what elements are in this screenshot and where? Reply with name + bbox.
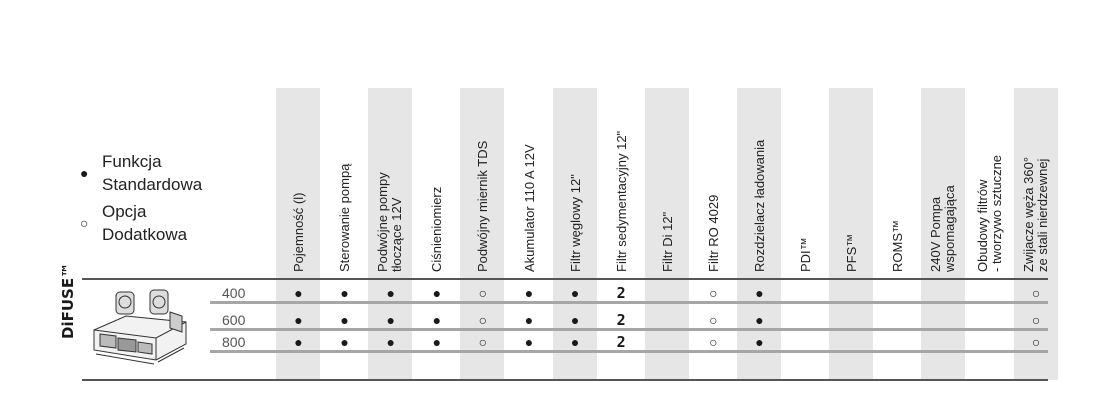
hollow-circle-icon: ○ [709,334,718,350]
column-header: Akumulator 110 A 12V [507,92,552,272]
filled-dot-icon: ● [340,312,349,328]
column-header: 240V Pompa wspomagająca [921,92,966,272]
hollow-circle-icon: ○ [478,334,488,350]
legend-optional-label: Opcja Dodatkowa [102,202,188,244]
column-header: Rozdzielacz ładowania [737,92,782,272]
filled-dot-icon: ● [755,285,764,301]
brand-label: DiFUSE™ [59,262,77,339]
column-band [921,88,966,380]
hollow-circle-icon: ○ [478,285,488,301]
column-header: Obudowy filtrów - tworzywo sztuczne [968,92,1013,272]
row-divider [210,328,1048,331]
column-band [829,88,874,380]
filled-dot-icon: ● [80,165,89,181]
column-header: Filtr sedymentacyjny 12" [599,92,644,272]
column-header-label: Zwijacze węża 360° ze stali nierdzewnej [1020,156,1050,272]
column-band [276,88,320,380]
column-header: Filtr Di 12" [645,92,690,272]
column-header: Pojemność (l) [276,92,321,272]
legend-standard-label: Funkcja Standardowa [102,152,203,194]
legend-standard: ● Funkcja Standardowa [80,150,202,196]
column-header: PFS™ [829,92,874,272]
column-header: Ciśnieniomierz [414,92,459,272]
model-label: 600 [222,312,246,328]
column-header-label: Pojemność (l) [291,192,306,272]
column-header-label: Rozdzielacz ładowania [752,139,767,272]
column-header: ROMS™ [875,92,920,272]
row-divider [210,301,1048,304]
legend-optional: ○ Opcja Dodatkowa [80,200,202,246]
filled-dot-icon: ● [386,312,395,328]
filled-dot-icon: ● [524,312,534,328]
column-header-label: ROMS™ [890,220,906,272]
column-header-label: Sterowanie pompą [337,163,353,272]
table-cell: 2 [616,333,626,351]
filled-dot-icon: ● [755,312,764,328]
filled-dot-icon: ● [386,334,395,350]
table-cell: 2 [616,284,626,302]
model-label: 400 [222,285,246,301]
machine-illustration [93,289,187,365]
table-cell: 2 [616,311,626,329]
column-header-label: Ciśnieniomierz [429,186,445,272]
model-label: 800 [222,334,246,350]
hollow-circle-icon: ○ [709,285,718,301]
filled-dot-icon: ● [432,285,442,301]
table-top-rule [82,278,1048,280]
hollow-circle-icon: ○ [478,312,488,328]
column-header-label: Filtr Di 12" [659,211,675,272]
column-header-label: Podwójny miernik TDS [475,140,491,272]
filled-dot-icon: ● [340,334,349,350]
filled-dot-icon: ● [524,334,534,350]
column-header-label: 240V Pompa wspomagająca [928,185,958,272]
filled-dot-icon: ● [386,285,395,301]
row-divider [210,350,1048,353]
filled-dot-icon: ● [340,285,349,301]
hollow-circle-icon: ○ [1031,312,1041,328]
column-header: Podwójny miernik TDS [460,92,505,272]
column-header-label: Filtr RO 4029 [705,194,721,272]
column-header: Filtr węglowy 12" [553,92,598,272]
filled-dot-icon: ● [755,334,764,350]
filled-dot-icon: ● [570,285,580,301]
filled-dot-icon: ● [294,312,303,328]
filled-dot-icon: ● [294,334,303,350]
column-header: Sterowanie pompą [322,92,367,272]
hollow-circle-icon: ○ [1031,334,1041,350]
column-band [552,88,597,380]
hollow-circle-icon: ○ [80,215,89,231]
column-header: Filtr RO 4029 [691,92,736,272]
column-header-label: PFS™ [844,233,860,272]
filled-dot-icon: ● [570,312,580,328]
legend: ● Funkcja Standardowa ○ Opcja Dodatkowa [80,150,202,250]
filled-dot-icon: ● [432,334,442,350]
hollow-circle-icon: ○ [709,312,718,328]
filled-dot-icon: ● [524,285,534,301]
column-header-label: PDI™ [798,237,814,272]
column-band [737,88,781,380]
column-header-label: Obudowy filtrów - tworzywo sztuczne [974,154,1004,272]
column-header-label: Filtr węglowy 12" [567,174,583,272]
column-band [460,88,505,380]
column-header-label: Akumulator 110 A 12V [521,144,537,272]
column-band [368,88,413,380]
filled-dot-icon: ● [432,312,442,328]
column-band [1013,88,1058,380]
filled-dot-icon: ● [570,334,580,350]
column-header-label: Podwójne pompy tłoczące 12V [375,172,405,272]
hollow-circle-icon: ○ [1031,285,1041,301]
column-band [644,88,689,380]
table-bottom-rule [82,379,1048,381]
column-header: Podwójne pompy tłoczące 12V [368,92,413,272]
column-header: PDI™ [783,92,828,272]
column-header-label: Filtr sedymentacyjny 12" [613,130,629,272]
filled-dot-icon: ● [294,285,303,301]
column-header: Zwijacze węża 360° ze stali nierdzewnej [1014,92,1059,272]
